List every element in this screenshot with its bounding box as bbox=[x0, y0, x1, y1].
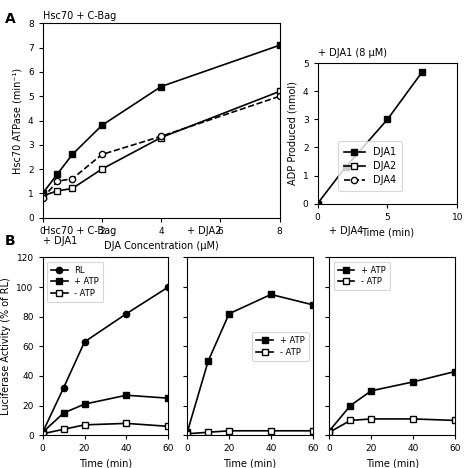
Y-axis label: ADP Produced (nmol): ADP Produced (nmol) bbox=[287, 81, 297, 185]
Text: + DJA4: + DJA4 bbox=[329, 227, 364, 236]
X-axis label: DJA Concentration (μM): DJA Concentration (μM) bbox=[104, 241, 219, 251]
Y-axis label: Hsc70 ATPase (min⁻¹): Hsc70 ATPase (min⁻¹) bbox=[12, 67, 22, 174]
X-axis label: Time (min): Time (min) bbox=[79, 459, 132, 468]
Legend: DJA1, DJA2, DJA4: DJA1, DJA2, DJA4 bbox=[337, 141, 402, 191]
Legend: + ATP, - ATP: + ATP, - ATP bbox=[334, 262, 390, 291]
X-axis label: Time (min): Time (min) bbox=[365, 459, 419, 468]
Text: Hsc70 + C-Bag: Hsc70 + C-Bag bbox=[43, 11, 116, 21]
Legend: + ATP, - ATP: + ATP, - ATP bbox=[252, 332, 309, 361]
Text: + DJA1: + DJA1 bbox=[43, 236, 77, 246]
Legend: RL, + ATP, - ATP: RL, + ATP, - ATP bbox=[47, 262, 103, 302]
Text: Hsc70 + C-Bag: Hsc70 + C-Bag bbox=[43, 227, 116, 236]
X-axis label: Time (min): Time (min) bbox=[361, 227, 414, 237]
Text: + DJA1 (8 μM): + DJA1 (8 μM) bbox=[318, 49, 387, 58]
X-axis label: Time (min): Time (min) bbox=[223, 459, 277, 468]
Text: A: A bbox=[5, 12, 16, 26]
Text: B: B bbox=[5, 234, 15, 248]
Y-axis label: Luciferase Activity (% of RL): Luciferase Activity (% of RL) bbox=[1, 278, 11, 415]
Text: + DJA2: + DJA2 bbox=[187, 227, 222, 236]
